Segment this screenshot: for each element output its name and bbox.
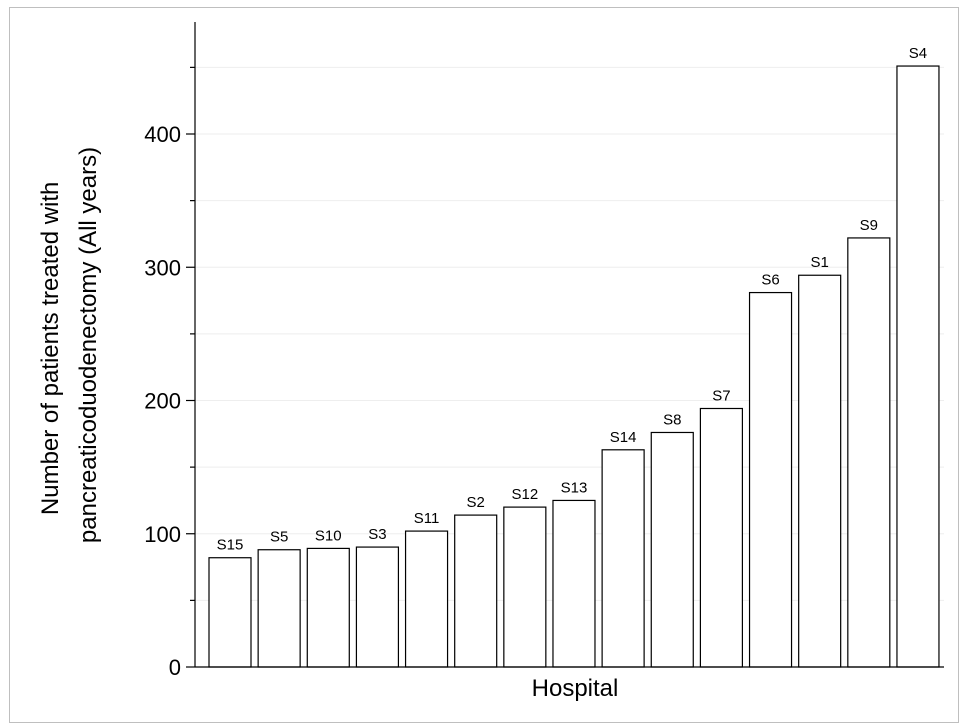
y-axis-title: Number of patients treated with pancreat…	[37, 147, 102, 543]
bar-s14	[601, 449, 645, 668]
bar-label-s13: S13	[561, 479, 588, 496]
bar-s7	[699, 407, 744, 668]
bar-s2	[454, 514, 498, 668]
bar-label-s8: S8	[663, 411, 681, 428]
bar-label-s12: S12	[511, 486, 538, 503]
bar-label-s7: S7	[712, 387, 730, 404]
bar-s3	[355, 546, 400, 668]
bar-s4	[896, 65, 940, 668]
bar-label-s3: S3	[368, 526, 386, 543]
bar-label-s10: S10	[315, 527, 342, 544]
bar-s5	[257, 549, 301, 668]
bar-label-s14: S14	[610, 429, 637, 446]
bar-label-s4: S4	[909, 45, 927, 62]
bar-label-s6: S6	[761, 272, 779, 289]
bar-s11	[404, 530, 449, 668]
y-ticks: 0 100 200 300 400	[144, 66, 195, 680]
y-tick-label: 100	[144, 522, 181, 547]
bar-labels: S15 S5 S10 S3 S11 S2 S12 S13 S14 S8 S7 S6 S1 S9 S4	[217, 45, 927, 554]
bar-label-s15: S15	[217, 537, 244, 554]
bar-s9	[847, 237, 891, 668]
y-tick-label: 400	[144, 122, 181, 147]
bar-label-s11: S11	[414, 510, 440, 527]
bar-label-s5: S5	[270, 529, 288, 546]
bar-s12	[503, 506, 547, 668]
x-axis-title: Hospital	[532, 675, 619, 702]
y-axis-title-line-2: pancreaticoduodenectomy (All years)	[75, 147, 102, 543]
y-tick-label: 200	[144, 389, 181, 414]
bar-label-s2: S2	[467, 494, 485, 511]
bar-s10	[306, 547, 350, 668]
axes	[194, 22, 944, 668]
y-tick-label: 0	[169, 655, 181, 680]
y-axis-title-line-1: Number of patients treated with	[37, 182, 64, 516]
bar-label-s1: S1	[811, 254, 829, 271]
bar-s13	[552, 499, 596, 668]
bar-s6	[748, 291, 793, 668]
bar-s15	[208, 557, 252, 668]
bar-label-s9: S9	[860, 217, 878, 234]
bar-s8	[650, 431, 694, 668]
y-tick-label: 300	[144, 255, 181, 280]
bar-s1	[798, 274, 842, 668]
bars	[208, 65, 940, 668]
